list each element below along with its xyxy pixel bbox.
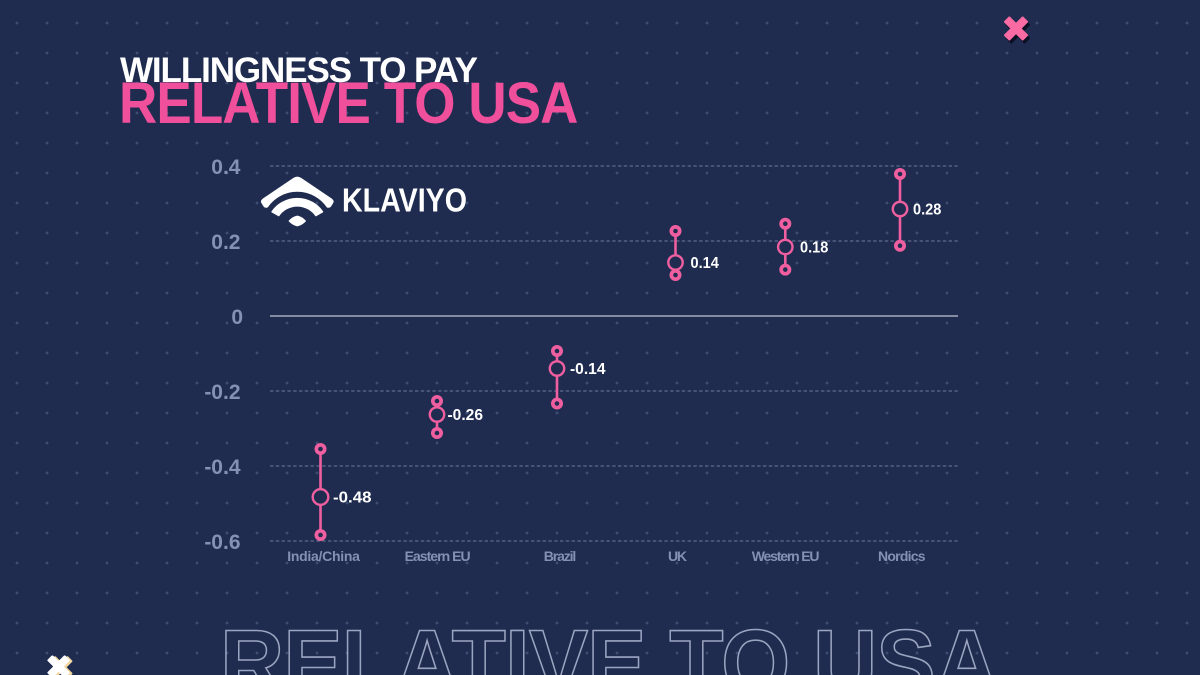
svg-text:0: 0 [231, 306, 243, 329]
svg-text:Nordics: Nordics [878, 548, 926, 564]
svg-text:-0.48: -0.48 [333, 490, 372, 507]
svg-text:Brazil: Brazil [544, 548, 577, 564]
svg-text:0.18: 0.18 [800, 240, 828, 257]
svg-text:-0.14: -0.14 [570, 361, 606, 378]
svg-text:KLAVIYO: KLAVIYO [342, 182, 467, 219]
svg-text:0.4: 0.4 [211, 156, 241, 179]
svg-text:-0.6: -0.6 [204, 531, 240, 554]
svg-text:0.28: 0.28 [913, 202, 941, 219]
svg-text:India/China: India/China [287, 548, 360, 564]
svg-text:UK: UK [668, 548, 687, 564]
svg-text:-0.2: -0.2 [204, 381, 240, 404]
svg-text:Western EU: Western EU [752, 548, 820, 564]
svg-text:0.2: 0.2 [211, 231, 240, 254]
svg-text:-0.26: -0.26 [448, 407, 484, 424]
svg-text:0.14: 0.14 [691, 255, 719, 272]
svg-text:-0.4: -0.4 [204, 456, 241, 479]
svg-text:Eastern EU: Eastern EU [405, 548, 471, 564]
